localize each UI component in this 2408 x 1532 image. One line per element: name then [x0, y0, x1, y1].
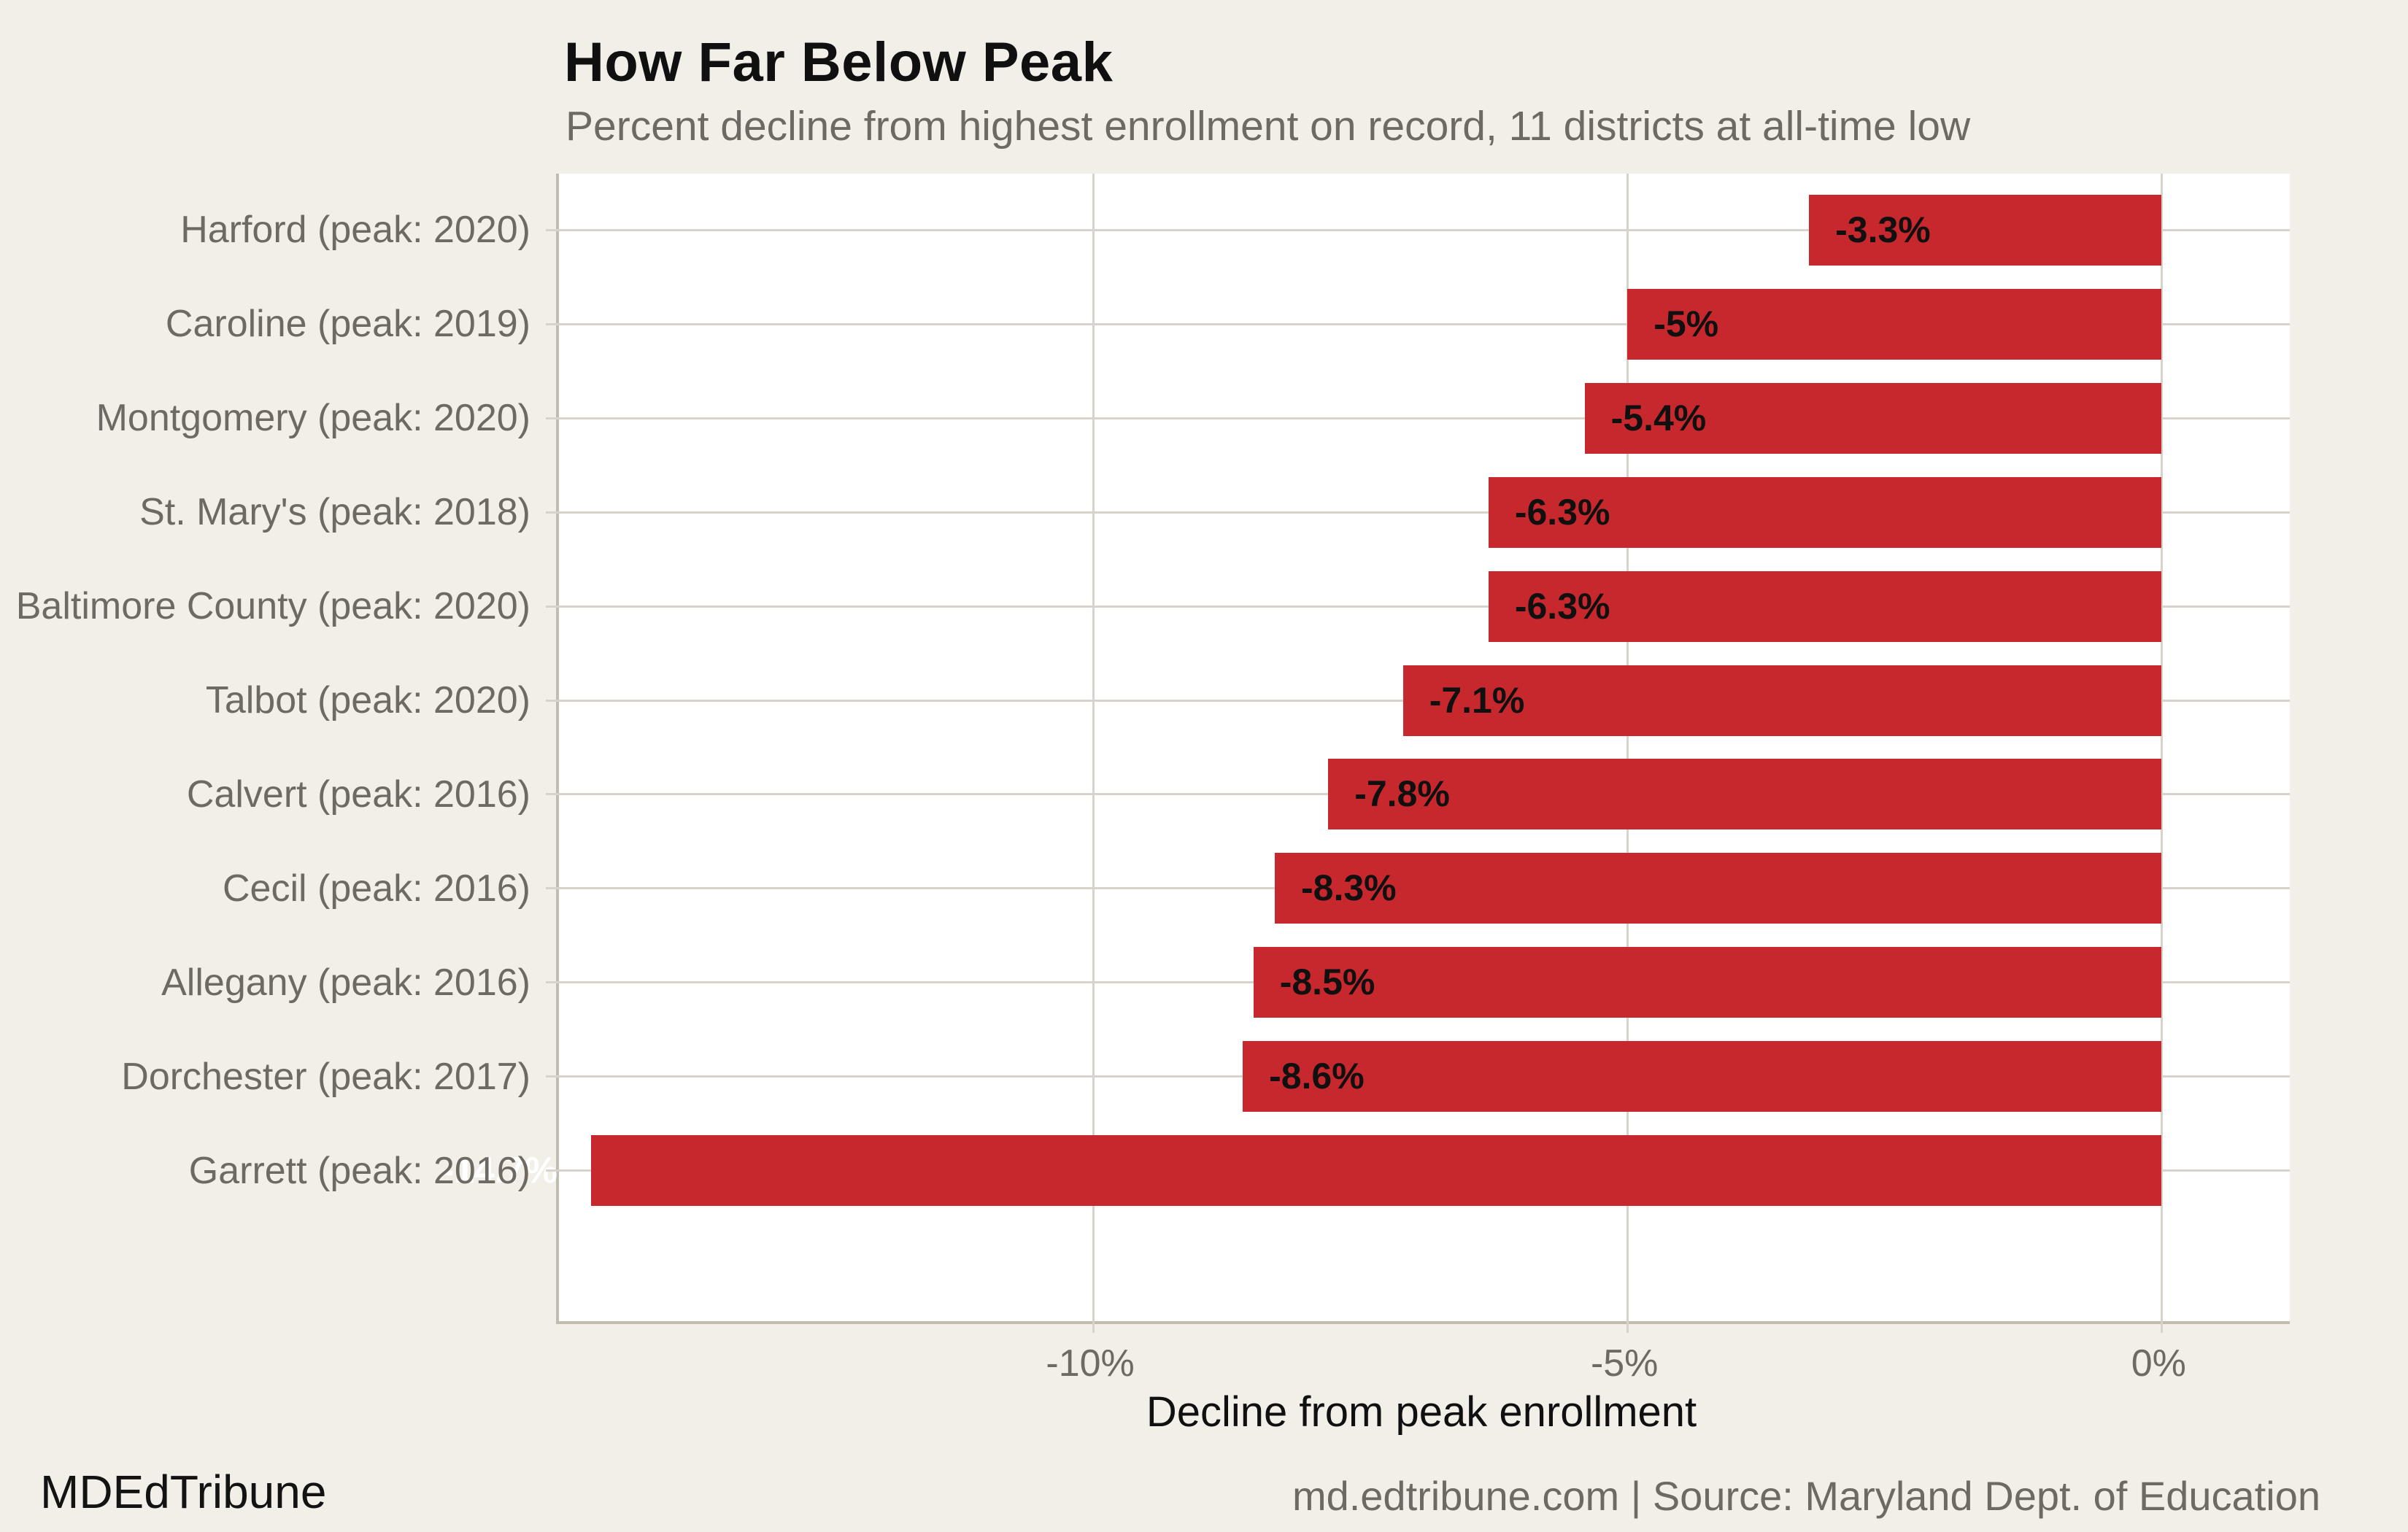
y-axis-label: Baltimore County (peak: 2020) [15, 585, 530, 628]
y-axis-label: Dorchester (peak: 2017) [121, 1055, 530, 1098]
y-axis-label: Caroline (peak: 2019) [165, 303, 530, 346]
y-axis-label: Calvert (peak: 2016) [186, 773, 530, 816]
y-axis-label: Talbot (peak: 2020) [205, 679, 530, 722]
h-gridline [546, 511, 2290, 514]
source-attribution: md.edtribune.com | Source: Maryland Dept… [1292, 1473, 2320, 1519]
bar [1584, 382, 2162, 454]
bar [1275, 853, 2162, 924]
bar-value-label: -7.1% [1429, 679, 1525, 721]
y-axis-label: St. Mary's (peak: 2018) [139, 491, 530, 534]
y-axis-label: Allegany (peak: 2016) [161, 961, 530, 1004]
v-gridline [1092, 174, 1095, 1321]
x-tick-mark [1626, 1321, 1629, 1333]
chart-subtitle: Percent decline from highest enrollment … [566, 103, 1971, 150]
bar [1809, 194, 2162, 266]
bar-value-label: -14.7% [441, 1150, 557, 1191]
x-tick-label: -10% [1046, 1342, 1135, 1385]
h-gridline [546, 228, 2290, 231]
bar-value-label: -5% [1653, 303, 1719, 344]
y-axis-label: Montgomery (peak: 2020) [96, 397, 530, 440]
brand-wordmark: MDEdTribune [40, 1466, 327, 1518]
bar-value-label: -3.3% [1835, 209, 1931, 250]
h-gridline [546, 417, 2290, 419]
h-gridline [546, 322, 2290, 325]
y-axis-label: Garrett (peak: 2016) [188, 1149, 530, 1192]
x-tick-mark [1092, 1321, 1095, 1333]
bar [1627, 288, 2162, 360]
bar [1328, 759, 2162, 830]
x-tick-mark [2160, 1321, 2163, 1333]
x-tick-label: 0% [2131, 1342, 2186, 1385]
bar [590, 1135, 2162, 1207]
bar-value-label: -6.3% [1514, 491, 1610, 533]
bar-value-label: -8.5% [1279, 962, 1375, 1003]
chart-title: How Far Below Peak [564, 31, 1114, 93]
bar [1243, 1041, 2162, 1113]
plot-panel: -3.3% -5% -5.4% -6.3% -6.3% -7.1% -7.8% -8.3% -8… [442, 174, 2290, 1333]
y-axis-label: Cecil (peak: 2016) [223, 867, 530, 910]
bar-value-label: -5.4% [1610, 397, 1707, 438]
h-gridline [546, 605, 2290, 608]
bar-value-label: -6.3% [1514, 585, 1610, 627]
bar [1488, 570, 2162, 642]
v-gridline [1626, 174, 1629, 1321]
bar [1402, 665, 2162, 736]
bar [1253, 947, 2162, 1018]
bar-value-label: -8.6% [1269, 1056, 1365, 1097]
bar [1488, 476, 2162, 548]
x-tick-label: -5% [1590, 1342, 1659, 1385]
bar-value-label: -7.8% [1354, 773, 1450, 815]
bar-value-label: -8.3% [1301, 867, 1397, 909]
y-axis-label: Harford (peak: 2020) [180, 209, 530, 252]
x-axis-title: Decline from peak enrollment [1146, 1388, 1697, 1436]
v-gridline [2160, 174, 2163, 1321]
